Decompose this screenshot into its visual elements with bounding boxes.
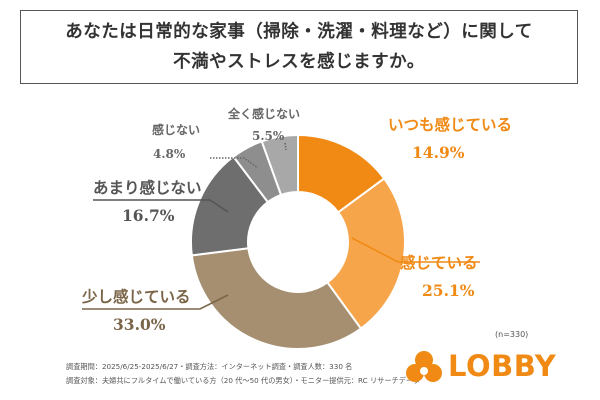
slice-label: 感じている — [400, 253, 478, 272]
slice-label: いつも感じている — [388, 115, 512, 134]
slice-value-label: 4.8% — [153, 147, 186, 161]
sample-size-note: (n=330) — [495, 330, 529, 339]
title-line-1: あなたは日常的な家事（掃除・洗濯・料理など）に関して — [65, 22, 533, 42]
donut-slice — [190, 155, 270, 257]
title-box: あなたは日常的な家事（掃除・洗濯・料理など）に関して 不満やストレスを感じますか… — [20, 10, 578, 84]
slice-value-label: 33.0% — [113, 315, 166, 334]
lobby-logo-mark — [406, 351, 442, 382]
slice-leader-line — [82, 294, 229, 310]
slice-value-label: 5.5% — [252, 129, 285, 143]
survey-target-note: 調査対象：夫婦共にフルタイムで働いている方（20 代～50 代の男女）・モニター… — [66, 376, 421, 385]
slice-label: 全く感じない — [227, 106, 300, 121]
slice-leader-line — [93, 199, 229, 213]
slice-value-label: 14.9% — [412, 143, 465, 162]
slice-label: あまり感じない — [93, 178, 202, 197]
donut-slice — [190, 247, 363, 350]
title-line-2: 不満やストレスを感じますか。 — [173, 52, 425, 72]
slice-value-label: 16.7% — [122, 206, 175, 225]
slice-leader-line — [284, 142, 287, 151]
survey-period-note: 調査期間：2025/6/25-2025/6/27・調査方法：インターネット調査・… — [66, 362, 353, 371]
lobby-logo-text: LOBBY — [448, 349, 557, 383]
donut-slice — [260, 133, 299, 197]
donut-slice — [325, 177, 406, 330]
lobby-logo: LOBBY — [403, 347, 563, 385]
slice-label: 少し感じている — [81, 287, 191, 306]
slice-leader-line — [210, 157, 259, 169]
slice-label: 感じない — [152, 122, 200, 137]
slice-leader-line — [351, 237, 480, 263]
slice-value-label: 25.1% — [422, 281, 475, 300]
